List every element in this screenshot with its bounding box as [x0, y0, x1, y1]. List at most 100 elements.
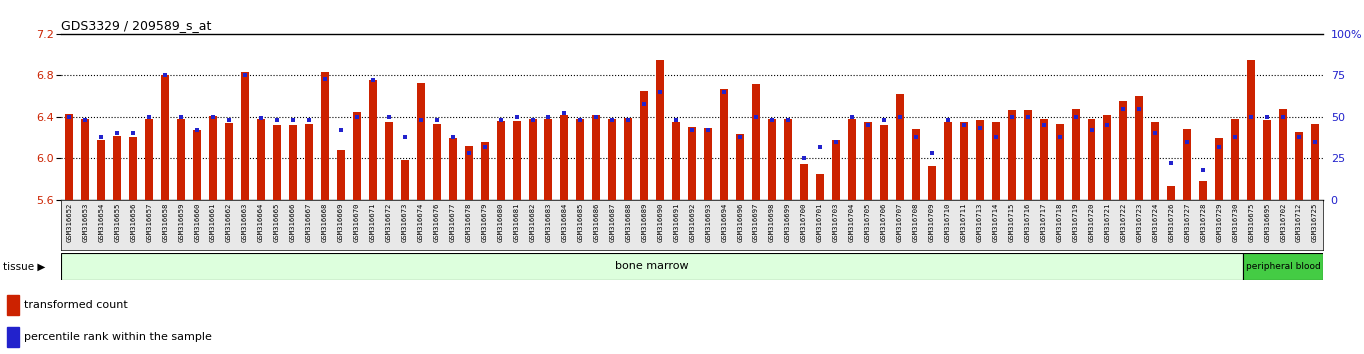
Text: GSM316704: GSM316704 [848, 202, 855, 242]
Bar [1296, 132, 1303, 200]
Bar [896, 94, 904, 200]
Text: GSM316725: GSM316725 [1312, 202, 1318, 242]
Point [633, 101, 655, 106]
Bar [752, 84, 760, 200]
Bar [960, 122, 967, 200]
Point [809, 144, 831, 150]
Point [904, 134, 926, 139]
Point [409, 117, 431, 123]
Text: GSM316672: GSM316672 [386, 202, 391, 242]
Point [1097, 122, 1118, 128]
Bar [1199, 181, 1207, 200]
Text: GSM316686: GSM316686 [593, 202, 599, 242]
Text: GSM316698: GSM316698 [769, 202, 775, 242]
Text: GSM316684: GSM316684 [562, 202, 567, 242]
Point [1049, 134, 1071, 139]
Text: GSM316656: GSM316656 [130, 202, 136, 242]
Point [570, 117, 592, 123]
Bar [911, 129, 919, 200]
Bar [880, 125, 888, 200]
Text: GSM316662: GSM316662 [226, 202, 232, 242]
Text: GSM316713: GSM316713 [977, 202, 982, 242]
Text: GSM316705: GSM316705 [865, 202, 870, 242]
Bar [130, 137, 138, 200]
Text: GSM316685: GSM316685 [577, 202, 584, 242]
Bar [194, 130, 201, 200]
Text: GSM316674: GSM316674 [417, 202, 424, 242]
Text: GSM316673: GSM316673 [402, 202, 408, 242]
Bar [1103, 115, 1112, 200]
Text: GSM316690: GSM316690 [657, 202, 663, 242]
Text: GSM316665: GSM316665 [274, 202, 280, 242]
Text: GSM316655: GSM316655 [115, 202, 120, 242]
Point [1080, 127, 1102, 133]
Point [585, 114, 607, 120]
Text: GDS3329 / 209589_s_at: GDS3329 / 209589_s_at [61, 19, 211, 33]
Bar [1087, 119, 1095, 200]
Bar [256, 119, 265, 200]
Text: GSM316715: GSM316715 [1008, 202, 1015, 242]
Text: GSM316680: GSM316680 [498, 202, 503, 242]
Bar [704, 128, 712, 200]
Bar [145, 119, 153, 200]
Point [745, 114, 767, 120]
Bar [82, 119, 89, 200]
Bar [1184, 129, 1191, 200]
Point [1176, 139, 1198, 145]
Point [873, 117, 895, 123]
Bar [368, 80, 376, 200]
Bar [273, 125, 281, 200]
Bar [1168, 187, 1176, 200]
Point [106, 131, 128, 136]
Bar [928, 166, 936, 200]
Point [506, 114, 528, 120]
Bar [225, 123, 233, 200]
Point [75, 117, 97, 123]
Point [857, 122, 878, 128]
Bar [863, 122, 872, 200]
Bar [353, 112, 361, 200]
Bar [544, 119, 552, 200]
Text: GSM316663: GSM316663 [241, 202, 248, 242]
Bar [816, 174, 824, 200]
Text: GSM316666: GSM316666 [291, 202, 296, 242]
Point [1113, 106, 1135, 112]
Text: GSM316692: GSM316692 [689, 202, 696, 242]
Text: GSM316689: GSM316689 [641, 202, 648, 242]
Bar [306, 124, 312, 200]
Text: GSM316679: GSM316679 [481, 202, 487, 242]
Text: GSM316664: GSM316664 [258, 202, 265, 242]
Text: GSM316658: GSM316658 [162, 202, 168, 242]
Bar [1311, 124, 1319, 200]
Text: GSM316669: GSM316669 [338, 202, 344, 242]
Text: GSM316697: GSM316697 [753, 202, 760, 242]
Bar [801, 164, 807, 200]
Point [187, 127, 209, 133]
Bar [561, 115, 569, 200]
Point [1192, 167, 1214, 173]
Point [473, 144, 495, 150]
Text: GSM316661: GSM316661 [210, 202, 216, 242]
Point [1033, 122, 1054, 128]
Text: GSM316721: GSM316721 [1105, 202, 1110, 242]
Bar [1243, 253, 1323, 280]
Point [90, 134, 112, 139]
Text: GSM316683: GSM316683 [546, 202, 551, 242]
Text: GSM316719: GSM316719 [1072, 202, 1079, 242]
Bar [1056, 124, 1064, 200]
Bar [1263, 120, 1271, 200]
Point [394, 134, 416, 139]
Bar [1215, 138, 1224, 200]
Bar [417, 82, 424, 200]
Bar [592, 115, 600, 200]
Text: GSM316691: GSM316691 [674, 202, 679, 242]
Text: GSM316720: GSM316720 [1088, 202, 1094, 242]
Point [537, 114, 559, 120]
Text: GSM316703: GSM316703 [833, 202, 839, 242]
Point [777, 117, 799, 123]
Text: GSM316729: GSM316729 [1217, 202, 1222, 242]
Text: transformed count: transformed count [25, 300, 128, 310]
Text: GSM316694: GSM316694 [722, 202, 727, 242]
Text: GSM316724: GSM316724 [1153, 202, 1158, 242]
Bar [7, 295, 19, 315]
